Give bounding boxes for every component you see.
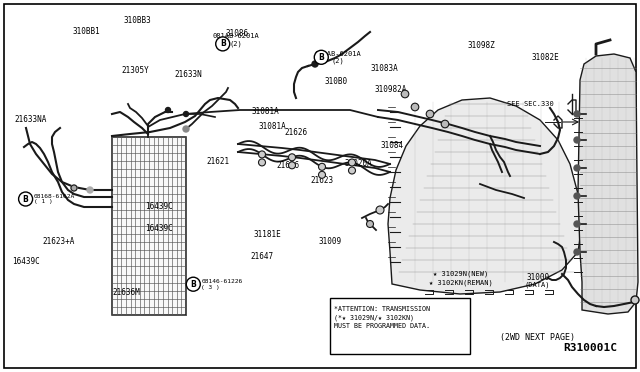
- Circle shape: [441, 120, 449, 128]
- Text: 31081A: 31081A: [258, 122, 286, 131]
- Circle shape: [349, 159, 355, 166]
- Text: B: B: [191, 280, 196, 289]
- Circle shape: [186, 277, 200, 291]
- Text: B: B: [23, 195, 28, 203]
- Circle shape: [349, 167, 355, 174]
- Text: 08146-61226
( 3 ): 08146-61226 ( 3 ): [202, 279, 243, 290]
- Text: 31098Z: 31098Z: [467, 41, 495, 50]
- Text: 310BB3: 310BB3: [124, 16, 152, 25]
- Text: 31083A: 31083A: [370, 64, 398, 73]
- Text: SEE SEC.330: SEE SEC.330: [506, 101, 554, 107]
- Text: 31082E: 31082E: [531, 53, 559, 62]
- Circle shape: [401, 90, 409, 98]
- Text: 21633NA: 21633NA: [15, 115, 47, 124]
- Circle shape: [574, 137, 580, 143]
- Circle shape: [426, 110, 434, 118]
- Circle shape: [166, 108, 170, 112]
- Text: 081AB-6201A
(2): 081AB-6201A (2): [212, 33, 259, 47]
- Text: 16439C: 16439C: [12, 257, 40, 266]
- Bar: [330, 298, 470, 354]
- Circle shape: [19, 192, 33, 206]
- Circle shape: [574, 221, 580, 227]
- Text: 310BB1: 310BB1: [72, 27, 100, 36]
- Text: *ATTENTION: TRANSMISSION
(*★ 31029N/★ 3102KN)
MUST BE PROGRAMMED DATA.: *ATTENTION: TRANSMISSION (*★ 31029N/★ 31…: [334, 306, 430, 330]
- Text: 21623+A: 21623+A: [43, 237, 75, 246]
- Text: 21621: 21621: [206, 157, 229, 166]
- Circle shape: [411, 103, 419, 111]
- Circle shape: [183, 126, 189, 132]
- Text: 31000: 31000: [526, 273, 549, 282]
- Text: 21636M: 21636M: [113, 288, 141, 296]
- Bar: [112, 137, 186, 315]
- Circle shape: [319, 163, 326, 170]
- Text: 31020A: 31020A: [344, 159, 372, 168]
- Circle shape: [184, 112, 189, 116]
- Circle shape: [574, 193, 580, 199]
- Circle shape: [71, 185, 77, 191]
- Text: 16439C: 16439C: [145, 202, 173, 211]
- Text: 08168-6162A
( 1 ): 08168-6162A ( 1 ): [34, 193, 75, 205]
- Text: 310B0: 310B0: [324, 77, 348, 86]
- Circle shape: [319, 171, 326, 178]
- Text: R310001C: R310001C: [564, 343, 618, 353]
- Circle shape: [367, 221, 374, 228]
- Text: ★ 31029N(NEW): ★ 31029N(NEW): [433, 270, 488, 277]
- Text: 21647: 21647: [251, 252, 274, 261]
- Text: 31181E: 31181E: [253, 230, 282, 239]
- Circle shape: [87, 187, 93, 193]
- Circle shape: [314, 50, 328, 64]
- Circle shape: [289, 162, 296, 169]
- Circle shape: [259, 159, 266, 166]
- Text: 081AB-6201A
(2): 081AB-6201A (2): [314, 51, 362, 64]
- Text: 31081A: 31081A: [252, 107, 280, 116]
- Text: 16439C: 16439C: [145, 224, 173, 233]
- Circle shape: [376, 206, 384, 214]
- Polygon shape: [388, 98, 582, 294]
- Text: 31086: 31086: [225, 29, 248, 38]
- Text: 31084: 31084: [380, 141, 403, 150]
- Text: 310982A: 310982A: [374, 85, 406, 94]
- Text: 21305Y: 21305Y: [122, 66, 150, 75]
- Text: 21626: 21626: [276, 161, 300, 170]
- Circle shape: [259, 151, 266, 158]
- Circle shape: [216, 37, 230, 51]
- Text: 21623: 21623: [310, 176, 333, 185]
- Text: (DATA): (DATA): [525, 281, 550, 288]
- Text: (2WD NEXT PAGE): (2WD NEXT PAGE): [500, 333, 575, 342]
- Circle shape: [289, 154, 296, 161]
- Text: B: B: [319, 53, 324, 62]
- Text: 31020A: 31020A: [341, 306, 369, 315]
- Text: B: B: [220, 39, 225, 48]
- Circle shape: [312, 61, 318, 67]
- Text: 21633N: 21633N: [175, 70, 203, 79]
- Circle shape: [631, 296, 639, 304]
- Text: ★ 3102KN(REMAN): ★ 3102KN(REMAN): [429, 279, 493, 286]
- Circle shape: [574, 165, 580, 171]
- Circle shape: [574, 111, 580, 117]
- Text: 21626: 21626: [284, 128, 307, 137]
- Circle shape: [574, 249, 580, 255]
- Text: 31009: 31009: [318, 237, 341, 246]
- Polygon shape: [578, 54, 638, 314]
